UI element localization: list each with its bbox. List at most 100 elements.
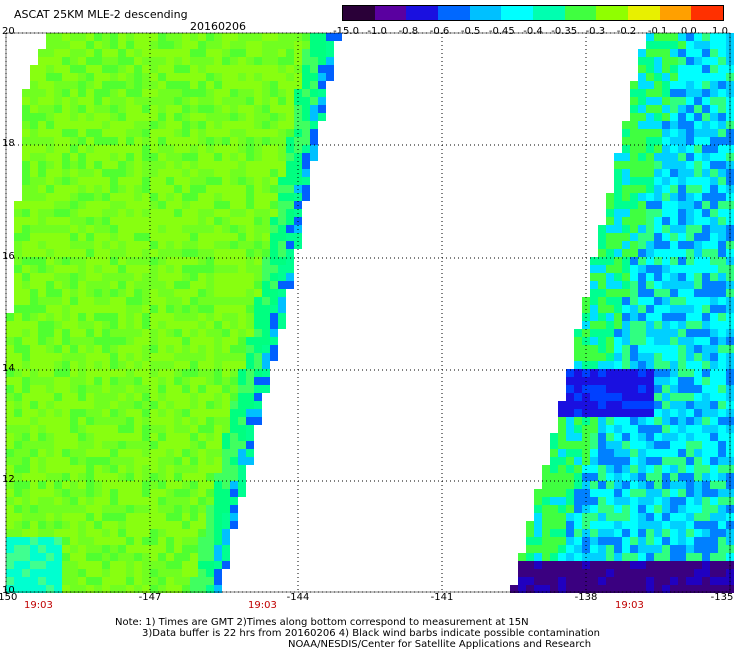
swath-cell <box>150 385 158 393</box>
swath-cell <box>638 465 646 473</box>
swath-cell <box>134 241 142 249</box>
swath-cell <box>590 305 598 313</box>
swath-cell <box>638 217 646 225</box>
swath-cell <box>38 153 46 161</box>
swath-cell <box>190 289 198 297</box>
swath-cell <box>166 569 174 577</box>
swath-cell <box>558 425 566 433</box>
swath-cell <box>662 233 670 241</box>
swath-cell <box>318 49 326 57</box>
swath-cell <box>662 65 670 73</box>
swath-cell <box>686 41 694 49</box>
swath-cell <box>694 153 702 161</box>
swath-cell <box>678 457 686 465</box>
swath-cell <box>102 433 110 441</box>
swath-cell <box>270 345 278 353</box>
swath-cell <box>246 145 254 153</box>
swath-cell <box>118 41 126 49</box>
swath-cell <box>30 369 38 377</box>
swath-cell <box>134 89 142 97</box>
swath-cell <box>238 65 246 73</box>
swath-cell <box>662 225 670 233</box>
swath-cell <box>190 177 198 185</box>
swath-cell <box>598 569 606 577</box>
swath-cell <box>166 305 174 313</box>
swath-cell <box>198 129 206 137</box>
swath-cell <box>702 425 710 433</box>
swath-cell <box>6 465 14 473</box>
swath-cell <box>686 569 694 577</box>
swath-cell <box>614 369 622 377</box>
swath-cell <box>54 473 62 481</box>
swath-cell <box>14 545 22 553</box>
swath-cell <box>174 89 182 97</box>
swath-cell <box>158 585 166 593</box>
swath-cell <box>254 249 262 257</box>
swath-cell <box>70 225 78 233</box>
swath-cell <box>214 449 222 457</box>
swath-cell <box>38 249 46 257</box>
swath-cell <box>230 393 238 401</box>
swath-cell <box>206 297 214 305</box>
swath-cell <box>662 513 670 521</box>
swath-cell <box>662 81 670 89</box>
swath-cell <box>134 233 142 241</box>
swath-cell <box>614 169 622 177</box>
swath-cell <box>14 305 22 313</box>
swath-cell <box>702 393 710 401</box>
swath-cell <box>54 265 62 273</box>
swath-cell <box>710 41 718 49</box>
swath-cell <box>270 225 278 233</box>
swath-cell <box>158 465 166 473</box>
swath-cell <box>654 449 662 457</box>
swath-cell <box>174 545 182 553</box>
swath-cell <box>302 81 310 89</box>
swath-cell <box>14 249 22 257</box>
swath-cell <box>142 49 150 57</box>
swath-cell <box>718 257 726 265</box>
swath-cell <box>550 489 558 497</box>
swath-cell <box>62 345 70 353</box>
swath-cell <box>158 113 166 121</box>
swath-cell <box>526 577 534 585</box>
swath-cell <box>6 489 14 497</box>
swath-cell <box>686 249 694 257</box>
swath-cell <box>174 449 182 457</box>
swath-cell <box>262 41 270 49</box>
swath-cell <box>158 73 166 81</box>
swath-cell <box>630 201 638 209</box>
swath-cell <box>718 297 726 305</box>
swath-cell <box>686 113 694 121</box>
swath-cell <box>230 353 238 361</box>
swath-cell <box>78 345 86 353</box>
swath-cell <box>638 161 646 169</box>
swath-cell <box>54 465 62 473</box>
swath-cell <box>198 57 206 65</box>
swath-cell <box>630 289 638 297</box>
swath-cell <box>198 497 206 505</box>
swath-cell <box>542 569 550 577</box>
swath-cell <box>710 409 718 417</box>
swath-cell <box>238 337 246 345</box>
swath-cell <box>22 121 30 129</box>
swath-cell <box>718 553 726 561</box>
swath-cell <box>230 113 238 121</box>
swath-cell <box>694 569 702 577</box>
swath-cell <box>110 241 118 249</box>
swath-cell <box>518 585 526 593</box>
swath-cell <box>278 289 286 297</box>
swath-cell <box>62 73 70 81</box>
swath-cell <box>638 113 646 121</box>
swath-cell <box>62 521 70 529</box>
swath-cell <box>214 441 222 449</box>
swath-cell <box>38 513 46 521</box>
swath-cell <box>302 33 310 41</box>
swath-cell <box>150 513 158 521</box>
swath-cell <box>670 545 678 553</box>
swath-cell <box>110 577 118 585</box>
swath-cell <box>182 321 190 329</box>
swath-cell <box>134 369 142 377</box>
swath-cell <box>302 49 310 57</box>
swath-cell <box>158 337 166 345</box>
swath-cell <box>318 73 326 81</box>
